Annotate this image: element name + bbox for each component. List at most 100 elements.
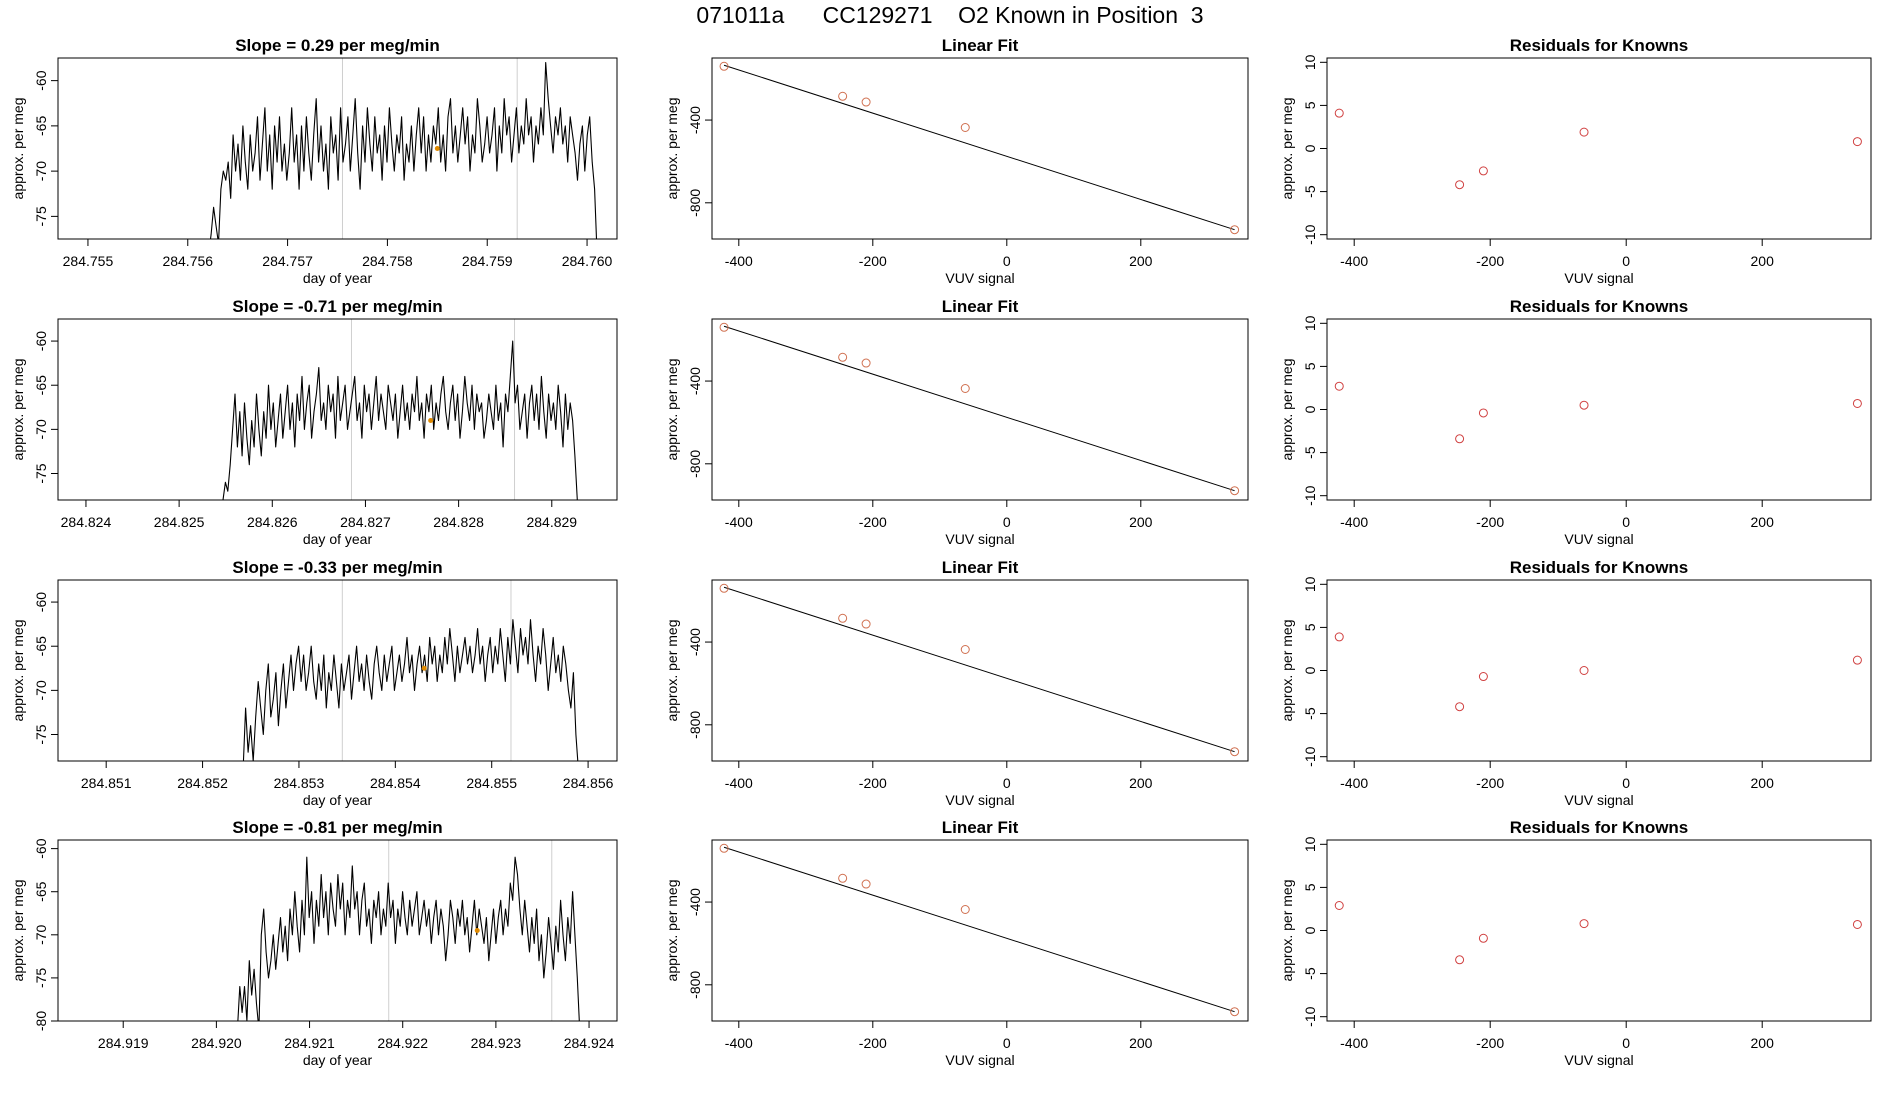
x-tick-label: 0: [1622, 514, 1630, 530]
x-tick-label: 284.829: [526, 514, 577, 530]
plot-area: [719, 322, 1240, 496]
x-axis-label: day of year: [303, 1052, 373, 1068]
plot-frame: [57, 318, 618, 501]
data-point: [719, 583, 729, 593]
series-line: [209, 61, 598, 239]
data-point: [960, 123, 970, 133]
x-tick-label: -200: [1476, 253, 1504, 269]
data-point: [1455, 180, 1465, 190]
highlight-point: [474, 928, 480, 933]
chart-panel-4-1: Slope = -0.81 per meg/min 284.919 284.920 2…: [0, 818, 630, 1085]
plot-frame: [711, 318, 1249, 501]
y-axis-label: approx. per meg: [10, 359, 26, 461]
x-tick-label: 284.920: [191, 1035, 242, 1051]
y-tick-label: -400: [687, 888, 703, 916]
data-point: [1455, 434, 1465, 444]
y-axis-label: approx. per meg: [10, 880, 26, 982]
chart-svg: Residuals for Knowns -400 -200 0 200 VUV sign…: [1279, 558, 1872, 808]
series-line: [222, 340, 578, 500]
x-tick-label: 0: [1003, 253, 1011, 269]
data-point: [960, 645, 970, 655]
data-point: [1334, 108, 1344, 118]
x-axis-label: VUV signal: [1564, 1052, 1633, 1068]
chart-title: Linear Fit: [942, 297, 1019, 316]
x-axis-label: VUV signal: [1564, 531, 1633, 547]
data-point: [1478, 408, 1488, 418]
y-tick-label: -65: [33, 375, 49, 395]
data-point: [1579, 919, 1589, 929]
x-tick-label: 284.757: [262, 253, 313, 269]
chart-title: Residuals for Knowns: [1510, 36, 1689, 55]
y-tick-label: -70: [33, 419, 49, 439]
chart-title: Linear Fit: [942, 818, 1019, 837]
plot-area: [237, 856, 580, 1021]
y-tick-label: 5: [1302, 623, 1318, 631]
highlight-point: [421, 665, 427, 671]
plot-frame: [1326, 318, 1872, 501]
x-axis-label: VUV signal: [945, 792, 1014, 808]
y-tick-label: -10: [1302, 746, 1318, 766]
y-tick-label: 5: [1302, 101, 1318, 109]
y-axis-label: approx. per meg: [1279, 880, 1295, 982]
y-tick-label: -10: [1302, 485, 1318, 505]
data-point: [861, 97, 871, 107]
data-point: [1478, 672, 1488, 682]
x-tick-label: 284.922: [377, 1035, 428, 1051]
x-tick-label: 284.758: [362, 253, 413, 269]
fit-line: [723, 325, 1235, 492]
x-axis-label: day of year: [303, 531, 373, 547]
series-line: [242, 619, 579, 761]
plot-frame: [1326, 579, 1872, 762]
y-axis-label: approx. per meg: [10, 98, 26, 200]
data-point: [1478, 166, 1488, 176]
y-tick-label: -75: [33, 206, 49, 226]
data-point: [1230, 225, 1240, 235]
y-tick-label: -5: [1302, 707, 1318, 720]
data-point: [1852, 919, 1862, 929]
x-tick-label: 284.921: [284, 1035, 335, 1051]
x-axis-label: VUV signal: [945, 270, 1014, 286]
x-tick-label: -400: [725, 1035, 753, 1051]
chart-title: Residuals for Knowns: [1510, 558, 1689, 577]
chart-title: Slope = -0.33 per meg/min: [232, 558, 442, 577]
x-tick-label: 200: [1129, 775, 1153, 791]
chart-svg: Linear Fit -400 -200 0 200 VUV signal -400 -800…: [664, 36, 1249, 286]
data-point: [1852, 137, 1862, 147]
data-point: [1579, 666, 1589, 675]
chart-panel-2-3: Residuals for Knowns -400 -200 0 200 VUV sign…: [1260, 297, 1890, 564]
y-tick-label: -400: [687, 628, 703, 656]
chart-svg: Linear Fit -400 -200 0 200 VUV signal -400 -800…: [664, 558, 1249, 808]
x-tick-label: 284.825: [154, 514, 205, 530]
y-tick-label: -65: [33, 636, 49, 656]
data-point: [1579, 127, 1589, 137]
y-tick-label: -70: [33, 680, 49, 700]
x-axis-label: day of year: [303, 792, 373, 808]
y-axis-label: approx. per meg: [664, 98, 680, 200]
y-axis-label: approx. per meg: [1279, 98, 1295, 200]
y-tick-label: -65: [33, 116, 49, 136]
data-point: [719, 61, 729, 71]
x-tick-label: 284.826: [247, 514, 298, 530]
x-tick-label: 284.827: [340, 514, 391, 530]
y-tick-label: -60: [33, 331, 49, 351]
x-tick-label: 200: [1751, 253, 1775, 269]
y-axis-label: approx. per meg: [664, 359, 680, 461]
plot-area: [719, 61, 1240, 235]
data-point: [1334, 632, 1344, 642]
data-point: [1455, 702, 1465, 712]
x-tick-label: 284.759: [462, 253, 513, 269]
x-tick-label: 284.854: [370, 775, 421, 791]
x-axis-label: VUV signal: [945, 531, 1014, 547]
plot-area: [719, 583, 1240, 757]
x-axis-label: VUV signal: [1564, 792, 1633, 808]
data-point: [960, 384, 970, 394]
data-point: [1230, 1007, 1240, 1017]
x-tick-label: 284.851: [81, 775, 132, 791]
y-axis-label: approx. per meg: [664, 620, 680, 722]
chart-panel-1-3: Residuals for Knowns -400 -200 0 200 VUV sign…: [1260, 36, 1890, 303]
chart-svg: Residuals for Knowns -400 -200 0 200 VUV sign…: [1279, 297, 1872, 547]
y-tick-label: -800: [687, 189, 703, 217]
fit-line: [723, 64, 1235, 231]
x-tick-label: 0: [1003, 775, 1011, 791]
plot-area: [719, 843, 1240, 1017]
